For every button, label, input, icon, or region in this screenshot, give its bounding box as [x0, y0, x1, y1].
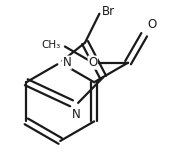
- Text: O: O: [88, 56, 98, 69]
- Text: O: O: [147, 18, 156, 31]
- Text: CH₃: CH₃: [42, 40, 61, 50]
- Text: N: N: [71, 107, 80, 121]
- Text: Br: Br: [102, 5, 115, 17]
- Text: N: N: [62, 56, 71, 69]
